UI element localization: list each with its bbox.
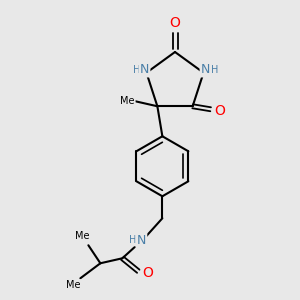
- Text: H: H: [133, 65, 140, 75]
- Text: N: N: [201, 63, 210, 76]
- Text: H: H: [211, 65, 218, 75]
- Text: Me: Me: [120, 96, 135, 106]
- Text: Me: Me: [75, 231, 90, 241]
- Text: N: N: [140, 63, 149, 76]
- Text: O: O: [214, 104, 225, 118]
- Text: Me: Me: [66, 280, 81, 290]
- Text: O: O: [142, 266, 153, 280]
- Text: N: N: [137, 234, 146, 247]
- Text: O: O: [169, 16, 180, 30]
- Text: H: H: [129, 235, 136, 245]
